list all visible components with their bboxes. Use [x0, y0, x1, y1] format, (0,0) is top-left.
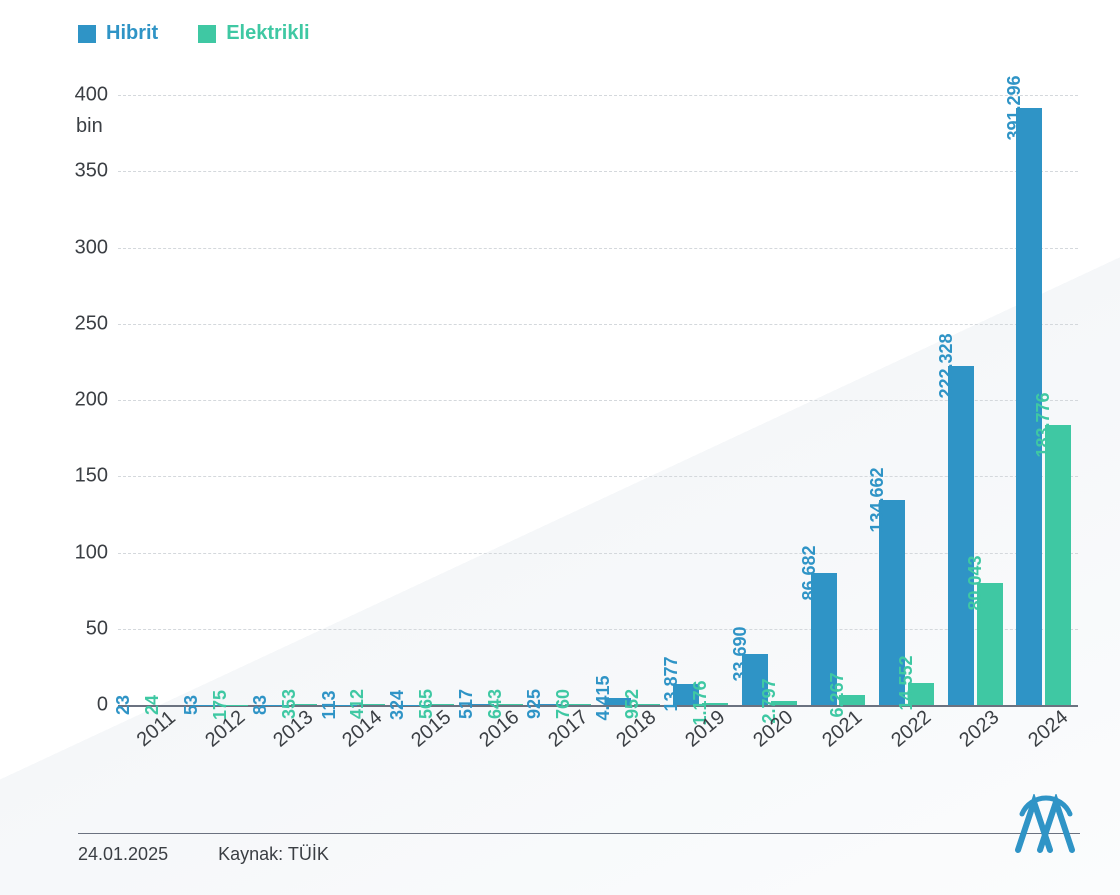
bar-value-label: 80.043 — [965, 555, 990, 610]
bar-value-label: 86.682 — [799, 545, 824, 600]
bar: 643 — [497, 704, 523, 705]
bar: 952 — [634, 704, 660, 705]
bar: 80.043 — [977, 583, 1003, 705]
bar: 6.267 — [839, 695, 865, 705]
bar: 222.328 — [948, 366, 974, 705]
y-tick-label: 250 — [75, 312, 108, 335]
y-tick-label: 350 — [75, 160, 108, 183]
bar-value-label: 23 — [113, 695, 138, 715]
bar: 183.776 — [1045, 425, 1071, 705]
bar-group: 531752012 — [187, 95, 256, 705]
bar-value-label: 925 — [524, 689, 549, 719]
footer-date: 24.01.2025 — [78, 844, 168, 865]
bar-value-label: 134.662 — [867, 467, 892, 532]
legend-label: Elektrikli — [226, 22, 309, 45]
y-tick-label: 200 — [75, 389, 108, 412]
bar-group: 833532013 — [255, 95, 324, 705]
y-tick-label: 50 — [86, 617, 108, 640]
y-tick-label: 0 — [97, 694, 108, 717]
y-axis-unit: bin — [76, 115, 103, 138]
y-tick-label: 300 — [75, 236, 108, 259]
bar-value-label: 13.877 — [661, 656, 686, 711]
legend: Hibrit Elektrikli — [78, 22, 310, 45]
bar-group: 86.6826.2672021 — [804, 95, 873, 705]
plot-area: bin 050100150200250300350400232420115317… — [118, 95, 1078, 705]
bar-value-label: 53 — [181, 695, 206, 715]
bar: 412 — [359, 704, 385, 705]
bar: 1.176 — [702, 703, 728, 705]
bar: 353 — [291, 704, 317, 705]
bar-value-label: 83 — [250, 695, 275, 715]
footer-source: Kaynak: TÜİK — [218, 844, 329, 865]
bar: 2.797 — [771, 701, 797, 705]
bar-group: 13.8771.1762019 — [667, 95, 736, 705]
bar-value-label: 14.552 — [896, 655, 921, 710]
bar-value-label: 113 — [319, 690, 344, 719]
bar-group: 5176432016 — [461, 95, 530, 705]
bar-chart: bin 050100150200250300350400232420115317… — [78, 95, 1078, 745]
bar-group: 23242011 — [118, 95, 187, 705]
bar-value-label: 183.776 — [1033, 392, 1058, 457]
bar-value-label: 33.690 — [730, 626, 755, 681]
footer: 24.01.2025 Kaynak: TÜİK — [78, 833, 1080, 865]
bar-value-label: 324 — [387, 689, 412, 719]
bar-value-label: 4.415 — [593, 676, 618, 721]
legend-label: Hibrit — [106, 22, 158, 45]
legend-swatch — [78, 25, 96, 43]
bar: 760 — [565, 704, 591, 705]
aa-logo — [1010, 794, 1082, 861]
bar-group: 134.66214.5522022 — [872, 95, 941, 705]
y-tick-label: 100 — [75, 541, 108, 564]
y-tick-label: 150 — [75, 465, 108, 488]
bar-value-label: 391.296 — [1004, 76, 1029, 141]
bar-group: 222.32880.0432023 — [941, 95, 1010, 705]
bar-group: 391.296183.7762024 — [1009, 95, 1078, 705]
legend-swatch — [198, 25, 216, 43]
y-tick-label: 400 — [75, 84, 108, 107]
bar-group: 33.6902.7972020 — [735, 95, 804, 705]
bar-group: 3245652015 — [392, 95, 461, 705]
bar-group: 9257602017 — [529, 95, 598, 705]
bar-value-label: 222.328 — [936, 333, 961, 398]
bar-value-label: 517 — [456, 689, 481, 719]
bar: 14.552 — [908, 683, 934, 705]
bar-group: 4.4159522018 — [598, 95, 667, 705]
legend-item: Hibrit — [78, 22, 158, 45]
legend-item: Elektrikli — [198, 22, 309, 45]
bar-group: 1134122014 — [324, 95, 393, 705]
footer-rule — [78, 833, 1080, 834]
